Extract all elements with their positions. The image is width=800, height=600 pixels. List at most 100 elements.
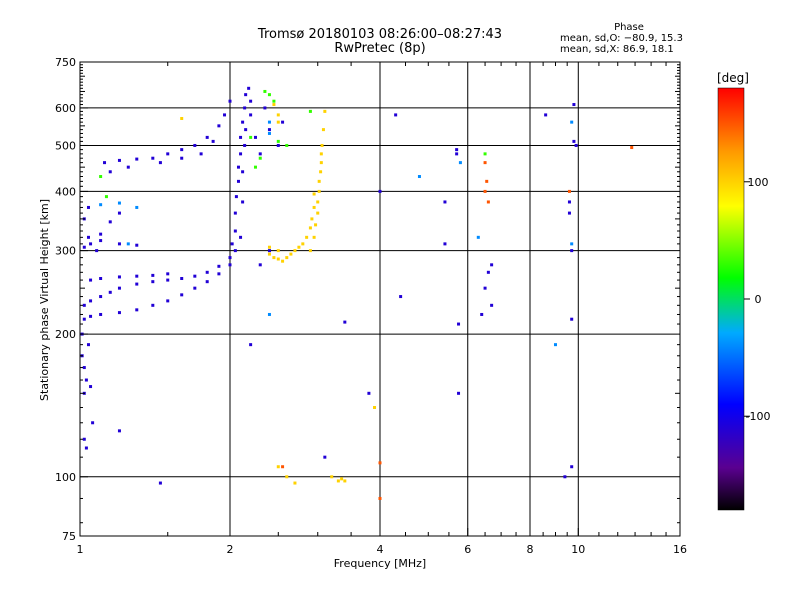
x-axis: 1 2 4 6 8 10 16 [77,62,687,556]
data-point [572,103,576,107]
data-point [233,249,237,253]
data-point [267,252,271,256]
phase-stats-heading: Phase [614,22,644,33]
data-point [336,479,340,483]
x-tick-label: 8 [527,543,534,556]
data-point [91,421,95,425]
y-tick-label: 200 [55,328,76,341]
data-point [89,385,93,389]
data-point [86,343,90,347]
data-point [567,189,571,193]
data-point [394,113,398,117]
data-point [211,139,215,143]
data-point [314,223,318,227]
data-point [340,477,344,481]
data-point [297,245,301,249]
data-point [243,106,247,110]
data-point [86,235,90,239]
data-point [316,200,320,204]
data-point [272,103,276,107]
data-point [480,312,484,316]
data-point [323,455,327,459]
data-point [108,220,112,224]
data-point [267,131,271,135]
data-point [276,120,280,124]
data-point [399,295,403,299]
data-point [276,143,280,147]
data-point [367,391,371,395]
data-point [443,242,447,246]
data-point [236,179,240,183]
data-point [330,475,334,479]
data-point [89,299,93,303]
data-point [217,124,221,128]
colorbar-tick-label: 0 [755,293,762,306]
colorbar-ticks: 100 0 -100 [744,176,770,423]
data-point [108,290,112,294]
data-point [490,263,494,267]
data-point [378,461,382,465]
data-point [151,273,155,277]
data-point [234,195,238,199]
colorbar-tick-label: -100 [746,410,771,423]
data-point [267,245,271,249]
data-point [89,242,93,246]
data-point [320,143,324,147]
data-point [193,274,197,278]
data-point [490,303,494,307]
y-tick-label: 300 [55,245,76,258]
data-point [570,242,574,246]
data-point [180,156,184,160]
data-point [228,263,232,267]
data-point [217,264,221,268]
data-point [82,437,86,441]
data-point [199,152,203,156]
data-point [180,277,184,281]
data-point [312,235,316,239]
data-point [319,152,323,156]
colorbar-tick-label: 100 [748,176,769,189]
data-point [108,170,112,174]
data-point [117,201,121,205]
data-point [239,235,243,239]
data-point [158,161,162,165]
y-tick-label: 400 [55,185,76,198]
data-point [151,280,155,284]
data-point [99,175,103,179]
data-point [267,128,271,132]
data-point [205,270,209,274]
data-point [457,322,461,326]
data-point [117,211,121,215]
data-point [293,481,297,485]
data-point [117,158,121,162]
data-point [570,249,574,253]
data-point [373,406,377,410]
data-point [276,249,280,253]
x-tick-label: 2 [227,543,234,556]
data-point [151,156,155,160]
data-point [205,280,209,284]
data-point [553,343,557,347]
x-tick-label: 1 [77,543,84,556]
data-point [135,243,139,247]
data-point [301,242,305,246]
data-point [241,200,245,204]
y-tick-label: 750 [55,56,76,69]
data-point [99,312,103,316]
data-point [117,286,121,290]
data-point [570,465,574,469]
data-point [99,232,103,236]
phase-stats-line-o: mean, sd,O: −80.9, 15.3 [560,33,683,44]
data-point [570,317,574,321]
data-point [258,263,262,267]
data-point [267,120,271,124]
data-point [244,93,248,97]
data-point [84,378,88,382]
data-point [308,109,312,113]
data-point [285,475,289,479]
data-point [228,99,232,103]
data-point [485,179,489,183]
data-point [95,249,99,253]
data-point [276,465,280,469]
